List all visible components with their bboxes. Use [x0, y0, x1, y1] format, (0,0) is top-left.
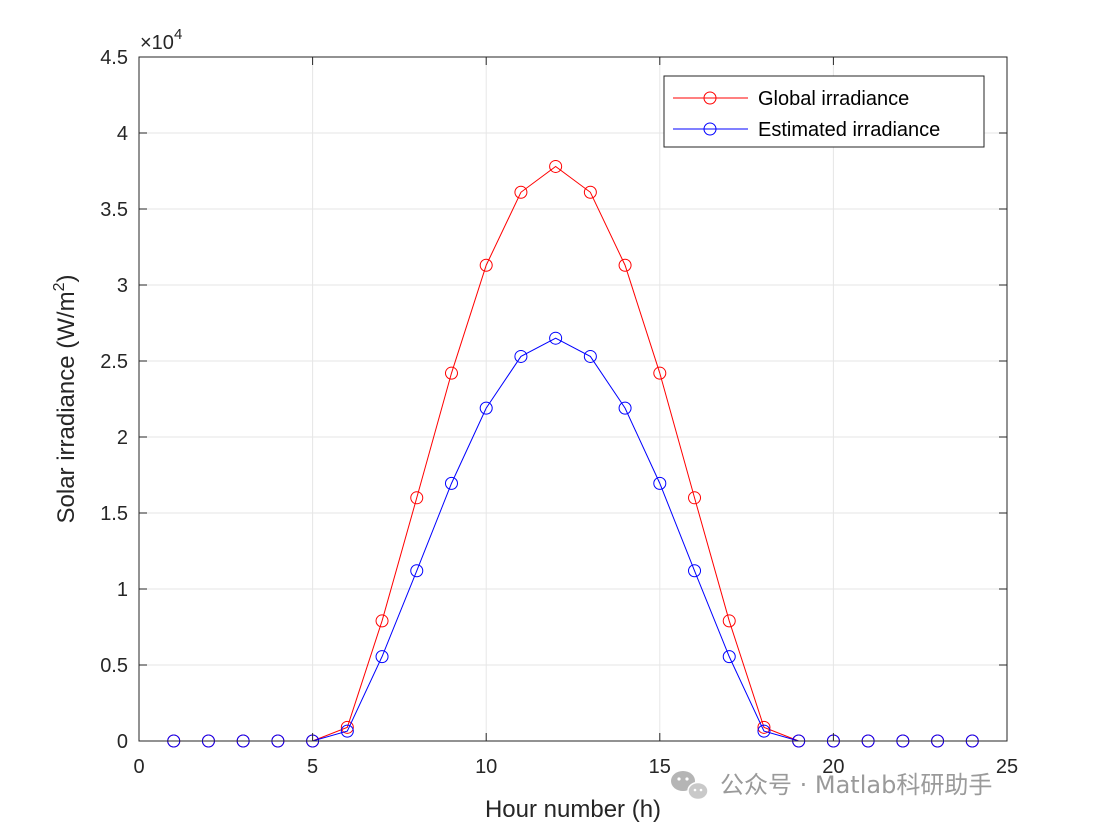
data-point — [618, 258, 632, 272]
y-tick-label: 2 — [117, 427, 128, 449]
data-point — [688, 564, 702, 578]
data-point — [410, 564, 424, 578]
data-point — [722, 650, 736, 664]
x-axis-label: Hour number (h) — [485, 796, 661, 823]
data-point — [410, 491, 424, 505]
data-point — [653, 366, 667, 380]
y-tick-label: 4.5 — [100, 47, 128, 69]
legend-box — [663, 75, 985, 148]
y-tick-label: 1.5 — [100, 503, 128, 525]
y-tick-label: 0.5 — [100, 655, 128, 677]
y-exponent-base: ×10 — [140, 32, 174, 54]
y-tick-label: 0 — [117, 731, 128, 753]
y-tick-label: 2.5 — [100, 351, 128, 373]
y-axis-label: Solar irradiance (W/m2) — [51, 275, 80, 524]
legend: Global irradiance Estimated irradiance — [663, 75, 985, 148]
watermark-text: 公众号 · Matlab科研助手 — [720, 771, 992, 799]
tick-labels: 0 5 10 15 20 25 0 0.5 1 1.5 2 2.5 3 3.5 4 4.5 — [100, 47, 1018, 778]
data-point — [479, 401, 493, 415]
y-axis-label-close: ) — [53, 275, 80, 283]
data-point — [653, 476, 667, 490]
wechat-icon — [671, 771, 709, 801]
data-point — [757, 724, 771, 738]
x-tick-label: 20 — [822, 756, 844, 778]
y-tick-label: 3.5 — [100, 199, 128, 221]
data-point — [340, 724, 354, 738]
grid — [139, 57, 1007, 741]
data-point — [583, 185, 597, 199]
data-point — [549, 331, 563, 345]
data-point — [549, 159, 563, 173]
y-tick-label: 4 — [117, 123, 128, 145]
plot-area — [139, 57, 1007, 741]
x-tick-label: 10 — [475, 756, 497, 778]
data-point — [479, 258, 493, 272]
data-point — [688, 491, 702, 505]
x-tick-label: 0 — [133, 756, 144, 778]
x-tick-label: 25 — [996, 756, 1018, 778]
plot-frame — [138, 56, 1008, 742]
y-exponent-label: ×104 — [140, 26, 182, 54]
data-point — [444, 366, 458, 380]
legend-marker-estimated — [703, 122, 717, 136]
data-point — [583, 349, 597, 363]
data-point — [375, 650, 389, 664]
y-axis-label-main: Solar irradiance (W/m — [53, 291, 80, 523]
y-tick-label: 1 — [117, 579, 128, 601]
y-axis-label-sup: 2 — [51, 282, 68, 291]
watermark: 公众号 · Matlab科研助手 — [671, 771, 992, 801]
data-point — [514, 349, 528, 363]
legend-marker-global — [703, 91, 717, 105]
data-point — [618, 401, 632, 415]
legend-label-estimated: Estimated irradiance — [758, 119, 940, 141]
data-point — [444, 476, 458, 490]
data-point — [340, 720, 354, 734]
x-tick-label: 15 — [649, 756, 671, 778]
data-point — [514, 185, 528, 199]
y-exponent-power: 4 — [174, 26, 182, 43]
data-point — [722, 614, 736, 628]
axis-ticks — [138, 56, 1008, 742]
legend-label-global: Global irradiance — [758, 88, 909, 110]
data-point — [375, 614, 389, 628]
y-tick-label: 3 — [117, 275, 128, 297]
data-point — [757, 720, 771, 734]
x-tick-label: 5 — [307, 756, 318, 778]
